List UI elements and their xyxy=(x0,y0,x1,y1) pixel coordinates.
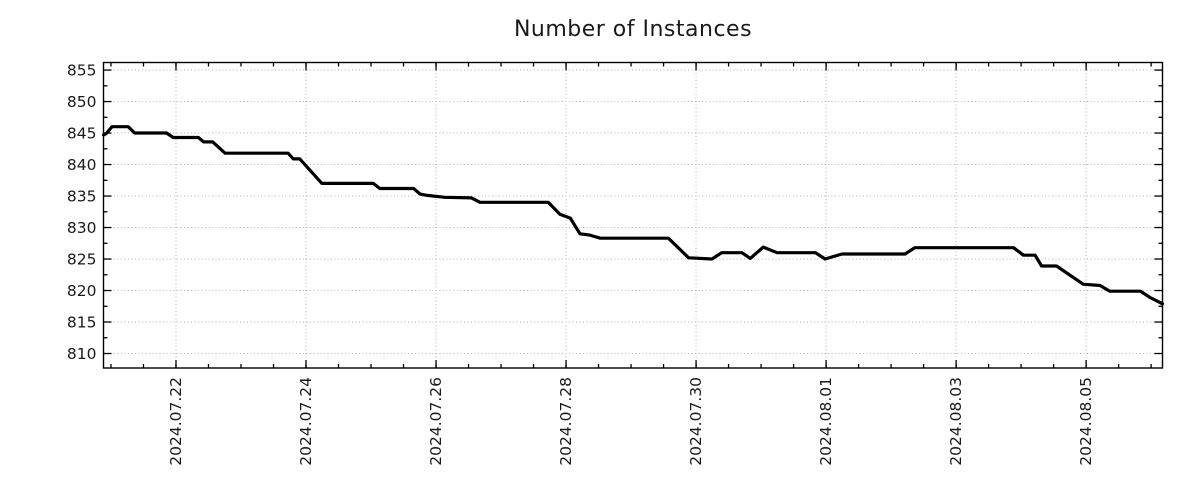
y-tick-label: 840 xyxy=(67,156,97,174)
y-tick-label: 855 xyxy=(67,62,97,80)
y-tick-label: 825 xyxy=(67,251,97,269)
data-line-instances xyxy=(101,125,1165,306)
y-tick-label: 830 xyxy=(67,219,97,237)
x-tick-label: 2024.08.03 xyxy=(947,377,965,466)
y-tick-label: 850 xyxy=(67,93,97,111)
x-tick-label: 2024.07.28 xyxy=(557,377,575,466)
y-tick-label: 810 xyxy=(67,345,97,363)
plot-frame xyxy=(102,61,1164,369)
x-tick-label: 2024.07.26 xyxy=(427,377,445,466)
x-tick-label: 2024.07.22 xyxy=(167,377,185,466)
grid-lines xyxy=(103,62,1163,368)
chart-title: Number of Instances xyxy=(513,17,753,42)
x-tick-label: 2024.07.30 xyxy=(687,377,705,466)
y-tick-label: 820 xyxy=(67,282,97,300)
x-tick-label: 2024.08.01 xyxy=(817,377,835,466)
y-tick-label: 835 xyxy=(67,188,97,206)
x-tick-labels: 2024.07.22 2024.07.24 2024.07.26 2024.07.28… xyxy=(167,377,1095,466)
x-tick-label: 2024.07.24 xyxy=(297,377,315,466)
x-tick-label: 2024.08.05 xyxy=(1077,377,1095,466)
y-tick-label: 815 xyxy=(67,314,97,332)
axis-ticks xyxy=(103,62,1163,368)
y-tick-labels: 855 850 845 840 835 830 825 820 815 810 xyxy=(67,62,97,363)
y-tick-label: 845 xyxy=(67,125,97,143)
